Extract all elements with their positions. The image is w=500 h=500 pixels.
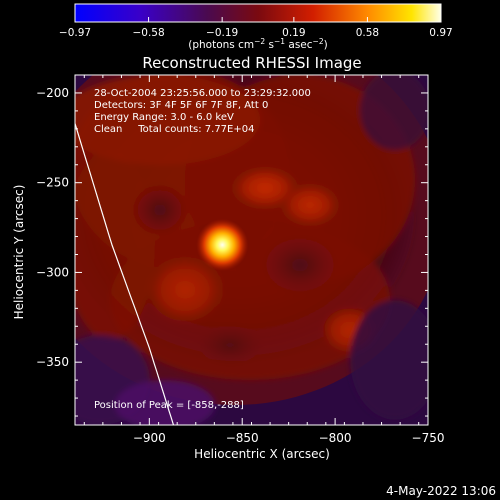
info-block: 28-Oct-2004 23:25:56.000 to 23:29:32.000… — [94, 88, 311, 135]
date-stamp: 4-May-2022 13:06 — [386, 484, 496, 498]
colorbar-tick-labels: −0.97 −0.58 −0.19 0.19 0.58 0.97 — [59, 27, 453, 39]
y-tick-label: −300 — [36, 265, 69, 279]
emission-peak — [196, 218, 249, 271]
info-line-energy: Energy Range: 3.0 - 6.0 keV — [94, 112, 234, 123]
chart-title: Reconstructed RHESSI Image — [142, 54, 361, 72]
y-tick-label: −250 — [36, 176, 69, 190]
y-tick-label: −350 — [36, 355, 69, 369]
peak-position-label: Position of Peak = [-858,-288] — [94, 400, 244, 411]
colorbar-tick-label: −0.97 — [59, 27, 91, 39]
heatmap-image — [75, 75, 428, 425]
axis-ticks — [75, 74, 429, 425]
info-line-time: 28-Oct-2004 23:25:56.000 to 23:29:32.000 — [94, 88, 311, 99]
x-tick-labels: −900 −850 −800 −750 — [133, 431, 445, 445]
info-line-detectors: Detectors: 3F 4F 5F 6F 7F 8F, Att 0 — [94, 100, 268, 111]
colorbar-ticks — [74, 17, 442, 22]
x-tick-label: −900 — [133, 431, 166, 445]
x-tick-label: −850 — [226, 431, 259, 445]
x-tick-label: −800 — [319, 431, 352, 445]
colorbar-units: (photons cm−2 s−1 asec−2) — [188, 37, 327, 51]
colorbar-tick-label: −0.19 — [206, 27, 238, 39]
x-tick-label: −750 — [412, 431, 445, 445]
x-axis-label: Heliocentric X (arcsec) — [194, 447, 330, 461]
colorbar-tick-label: 0.19 — [282, 27, 305, 39]
colorbar — [74, 3, 442, 23]
colorbar-tick-label: −0.58 — [132, 27, 164, 39]
colorbar-tick-label: 0.58 — [356, 27, 379, 39]
info-line-counts: Clean Total counts: 7.77E+04 — [94, 124, 254, 135]
y-tick-labels: −200 −250 −300 −350 — [36, 86, 69, 369]
y-axis-label: Heliocentric Y (arcsec) — [12, 185, 26, 320]
colorbar-tick-label: 0.97 — [429, 27, 452, 39]
y-tick-label: −200 — [36, 86, 69, 100]
solar-limb-line — [75, 123, 175, 425]
